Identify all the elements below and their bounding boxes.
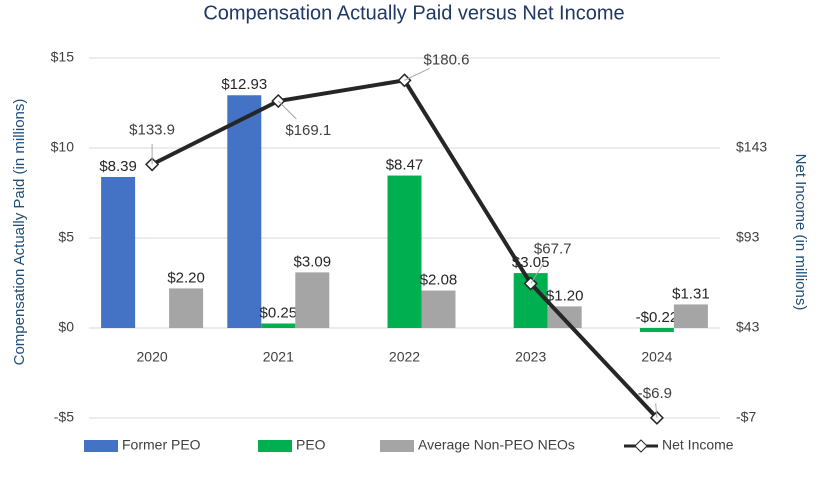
legend-label: Average Non-PEO NEOs: [418, 437, 575, 453]
y2-tick-label: $143: [736, 139, 767, 155]
y-tick-label: $0: [58, 319, 74, 335]
label-leader: [530, 262, 545, 284]
bar: [295, 272, 330, 328]
bar-value-label: $0.25: [260, 304, 298, 321]
label-leader: [655, 403, 658, 418]
bar: [101, 176, 136, 328]
bar-value-label: $12.93: [221, 76, 267, 93]
bar-value-label: $2.08: [420, 272, 458, 289]
bar-value-label: -$0.22: [636, 309, 679, 326]
line-value-label: $133.9: [129, 121, 175, 138]
legend-swatch: [258, 440, 292, 452]
y-axis-label: Compensation Actually Paid (in millions): [11, 99, 28, 366]
x-tick-label: 2022: [389, 349, 420, 365]
bar: [673, 304, 708, 328]
y2-tick-label: $93: [736, 229, 760, 245]
y-tick-label: $15: [51, 49, 75, 65]
legend-label: Former PEO: [122, 437, 201, 453]
bar-value-label: $2.20: [167, 269, 205, 286]
y2-tick-label: $43: [736, 319, 760, 335]
line-value-label: $180.6: [424, 51, 470, 68]
x-tick-label: 2021: [263, 349, 294, 365]
x-tick-label: 2023: [515, 349, 546, 365]
bar-value-label: $1.31: [672, 285, 710, 302]
bar: [169, 288, 204, 328]
bar-value-label: $1.20: [546, 287, 584, 304]
bar: [261, 323, 296, 328]
x-tick-label: 2020: [137, 349, 168, 365]
legend-marker: [634, 439, 648, 453]
y-tick-label: $5: [58, 229, 74, 245]
line-value-label: $169.1: [285, 122, 331, 139]
legend-label: Net Income: [662, 437, 734, 453]
bar: [421, 290, 456, 328]
legend-label: PEO: [296, 437, 326, 453]
label-leader: [277, 100, 297, 120]
label-leader: [404, 67, 430, 81]
legend-swatch: [84, 440, 118, 452]
y2-tick-label: -$7: [736, 409, 756, 425]
line-value-label: -$6.9: [638, 385, 672, 402]
y-tick-label: -$5: [54, 409, 74, 425]
y-tick-label: $10: [51, 139, 75, 155]
line-value-label: $67.7: [534, 241, 572, 258]
bar: [227, 95, 262, 328]
bar-value-label: $8.39: [99, 158, 137, 175]
bar-value-label: $8.47: [386, 157, 424, 174]
bar-value-label: $3.09: [294, 253, 332, 270]
y2-axis-label: Net Income (in millions): [792, 154, 809, 311]
chart-title: Compensation Actually Paid versus Net In…: [203, 2, 624, 24]
legend-swatch: [380, 440, 414, 452]
x-tick-label: 2024: [641, 349, 672, 365]
bar: [387, 175, 422, 328]
bar: [639, 328, 674, 332]
